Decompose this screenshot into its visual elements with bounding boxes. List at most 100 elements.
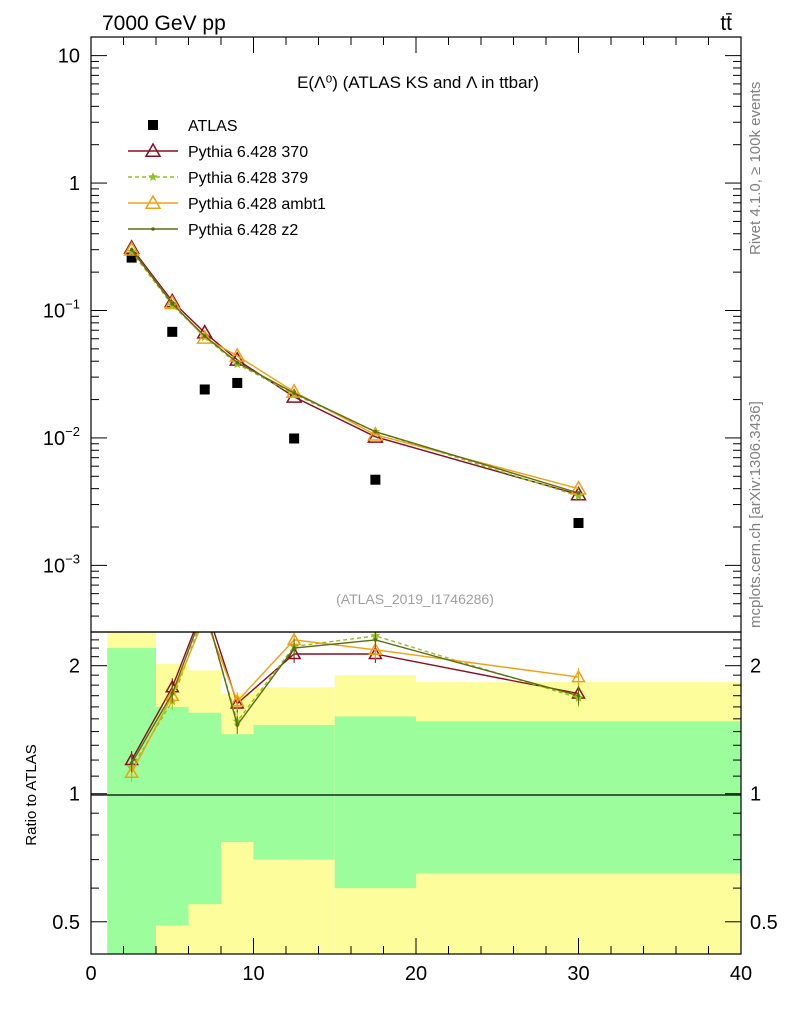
main-series-data: [126, 252, 584, 529]
legend-label: Pythia 6.428 370: [188, 144, 308, 161]
main-panel: 10 1 10−1 10−2 10−3 E(Λ⁰) (ATLAS KS and Λ in…: [43, 36, 742, 633]
data-point: [196, 329, 214, 344]
data-point: [167, 326, 178, 337]
rivet-label: Rivet 4.1.0, ≥ 100k events: [747, 82, 764, 255]
data-point: [232, 377, 243, 388]
band-green: [156, 706, 189, 926]
data-point: [367, 426, 384, 441]
data-point: [170, 691, 175, 696]
data-point: [576, 491, 581, 495]
data-point: [573, 518, 584, 529]
x-ticks: 0 10 20 30 40: [85, 37, 752, 985]
legend-label: Pythia 6.428 ambt1: [188, 196, 326, 213]
process-label: tt̄: [720, 12, 732, 35]
band-green: [416, 721, 741, 874]
ratio-tick-label-left: 0.5: [52, 912, 80, 934]
legend-label: Pythia 6.428 z2: [188, 222, 298, 239]
data-point: [123, 241, 140, 256]
data-point: [151, 227, 155, 231]
data-point: [368, 642, 383, 656]
y-tick-label: 1: [69, 173, 80, 195]
data-point: [229, 693, 245, 707]
data-point: [202, 334, 207, 338]
analysis-id: (ATLAS_2019_I1746286): [336, 591, 494, 607]
y-tick-label: 10−3: [43, 551, 80, 577]
band-green: [221, 734, 254, 843]
main-series-p370: [123, 239, 587, 501]
legend: ATLAS Pythia 6.428 370 Pythia 6.428 379 Pyt…: [128, 118, 326, 239]
data-point: [199, 384, 210, 395]
main-series-ambt1: [123, 241, 587, 495]
ratio-tick-label-left: 2: [69, 656, 80, 678]
data-point: [571, 669, 586, 683]
data-point: [285, 388, 303, 403]
data-point: [170, 301, 175, 306]
main-line-z2: [131, 249, 579, 494]
data-point: [129, 761, 134, 765]
legend-entry-ambt1: Pythia 6.428 ambt1: [128, 194, 326, 213]
data-point: [292, 646, 296, 650]
mcplots-label: mcplots.cern.ch [arXiv:1306.3436]: [747, 401, 764, 628]
ratio-tick-label-right: 0.5: [750, 912, 778, 934]
data-point: [200, 605, 210, 614]
main-line-p370: [131, 247, 579, 496]
data-point: [373, 429, 378, 434]
data-point: [373, 638, 378, 642]
main-line-p379: [131, 251, 579, 497]
chart-title: E(Λ⁰) (ATLAS KS and Λ in ttbar): [297, 73, 539, 92]
data-point: [199, 611, 211, 622]
main-series-p379: [126, 246, 584, 501]
ratio-panel: 0.5 0.5 1 1 2 2 0 10 20 30 40 Ratio to ATLAS: [23, 37, 778, 985]
data-point: [576, 693, 581, 698]
ratio-tick-label-left: 1: [69, 784, 80, 806]
ratio-uncertainty-bands: [107, 632, 741, 954]
main-series-group: [123, 239, 587, 529]
data-point: [370, 474, 381, 485]
legend-entry-p370: Pythia 6.428 370: [128, 142, 308, 161]
ratio-tick-label-right: 1: [750, 784, 761, 806]
band-green: [107, 648, 156, 954]
y-tick-label: 10: [58, 46, 80, 68]
data-point: [203, 605, 207, 609]
data-point: [148, 120, 158, 130]
ratio-tick-label-right: 2: [750, 656, 761, 678]
ratio-ylabel: Ratio to ATLAS: [23, 744, 40, 845]
data-point: [289, 433, 300, 444]
data-point: [199, 598, 211, 609]
energy-label: 7000 GeV pp: [102, 12, 226, 35]
legend-label: Pythia 6.428 379: [188, 170, 308, 187]
legend-entry-p379: Pythia 6.428 379: [128, 170, 308, 187]
x-tick-label: 10: [242, 963, 264, 985]
ratio-y-ticks: 0.5 0.5 1 1 2 2: [52, 631, 778, 934]
band-green: [188, 712, 221, 905]
data-point: [124, 765, 139, 779]
ratio-series-z2: [129, 605, 581, 773]
legend-entry-z2: Pythia 6.428 z2: [128, 222, 298, 239]
main-line-ambt1: [131, 249, 579, 490]
data-point: [126, 252, 137, 263]
data-point: [235, 723, 240, 727]
band-green: [253, 725, 335, 860]
main-y-ticks: 10 1 10−1 10−2 10−3: [43, 46, 741, 633]
y-tick-label: 10−1: [43, 296, 80, 322]
x-tick-label: 0: [85, 963, 96, 985]
main-series-z2: [129, 247, 581, 495]
y-tick-label: 10−2: [43, 424, 80, 450]
data-point: [129, 247, 134, 252]
x-tick-label: 30: [567, 963, 589, 985]
data-point: [235, 360, 240, 365]
legend-entry-data: ATLAS: [148, 118, 238, 135]
data-point: [144, 142, 162, 157]
main-frame: [90, 36, 742, 633]
band-green: [334, 716, 416, 889]
legend-label: ATLAS: [188, 118, 238, 135]
data-point: [148, 172, 158, 181]
data-point: [163, 294, 181, 310]
data-point: [144, 194, 162, 209]
data-point: [573, 491, 584, 501]
data-point: [292, 391, 296, 395]
ratio-series-group: [124, 598, 586, 782]
x-tick-label: 40: [730, 963, 752, 985]
x-tick-label: 20: [405, 963, 427, 985]
